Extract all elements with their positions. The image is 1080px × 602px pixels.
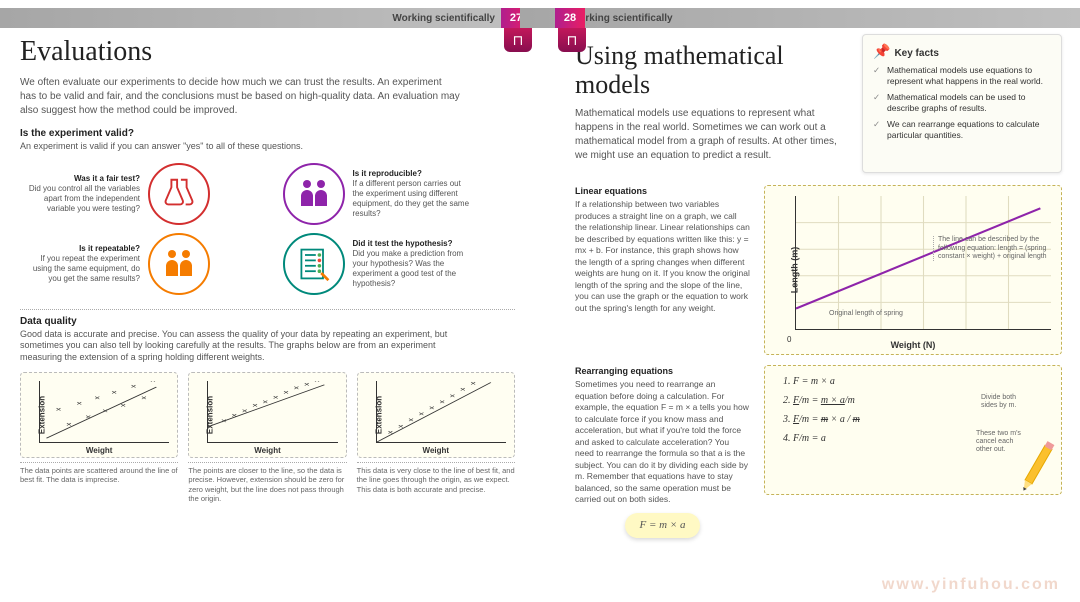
- header-label: Working scientifically: [392, 13, 495, 24]
- svg-text:×: ×: [66, 421, 72, 428]
- page-number: 28: [555, 8, 585, 28]
- rearranging-body: Sometimes you need to rearrange an equat…: [575, 379, 749, 504]
- svg-text:×: ×: [304, 381, 310, 388]
- valid-subtext: An experiment is valid if you can answer…: [20, 141, 515, 153]
- svg-text:×: ×: [242, 407, 248, 414]
- eval-hypothesis: Did it test the hypothesis?Did you make …: [283, 233, 516, 295]
- formula-pill: F = m × a: [625, 513, 699, 538]
- linear-chart: Length (m) Weight (N) 0 The line can be …: [764, 185, 1062, 355]
- x-axis-label: Weight (N): [891, 340, 936, 350]
- svg-text:×: ×: [273, 393, 279, 400]
- intro-text: We often evaluate our experiments to dec…: [20, 76, 460, 118]
- evaluation-grid: Was it a fair test?Did you control all t…: [20, 163, 515, 295]
- svg-text:×: ×: [232, 412, 238, 419]
- svg-text:×: ×: [314, 381, 320, 384]
- page-title: Using mathematical models: [575, 42, 850, 99]
- svg-text:×: ×: [221, 417, 227, 424]
- graph-row: ×××××××××××ExtensionWeight The data poin…: [20, 372, 515, 504]
- magnet-icon: ⊓: [558, 28, 586, 52]
- flask-icon: [148, 163, 210, 225]
- eval-fair-test: Was it a fair test?Did you control all t…: [20, 163, 253, 225]
- valid-heading: Is the experiment valid?: [20, 128, 515, 139]
- svg-text:×: ×: [387, 428, 393, 435]
- pin-icon: 📌: [873, 43, 890, 59]
- people-same-icon: [148, 233, 210, 295]
- svg-text:×: ×: [141, 394, 147, 401]
- svg-text:×: ×: [459, 386, 465, 393]
- page-header: Working scientifically 27 ⊓: [0, 8, 535, 28]
- svg-text:×: ×: [76, 399, 82, 406]
- chart-annotation-2: Original length of spring: [825, 310, 915, 318]
- magnet-icon: ⊓: [504, 28, 532, 52]
- graph-3: ××××××××××ExtensionWeight This data is v…: [357, 372, 515, 504]
- people-icon: [283, 163, 345, 225]
- header-label: Working scientifically: [570, 13, 673, 24]
- svg-text:×: ×: [470, 381, 476, 387]
- key-fact: Mathematical models can be used to descr…: [873, 92, 1051, 114]
- step-annot-1: Divide both sides by m.: [981, 394, 1031, 409]
- svg-text:×: ×: [397, 422, 403, 429]
- page-header: 28 Working scientifically ⊓: [555, 8, 1080, 28]
- graph-1: ×××××××××××ExtensionWeight The data poin…: [20, 372, 178, 504]
- svg-text:×: ×: [120, 402, 126, 409]
- rearranging-steps: F = m × a F/m = m × a/m F/m = m × a / m …: [764, 365, 1062, 495]
- svg-text:×: ×: [263, 398, 269, 405]
- key-fact: Mathematical models use equations to rep…: [873, 65, 1051, 87]
- svg-text:×: ×: [56, 406, 62, 413]
- svg-text:×: ×: [252, 402, 258, 409]
- graph-1-caption: The data points are scattered around the…: [20, 462, 178, 485]
- svg-text:×: ×: [408, 416, 414, 423]
- svg-text:×: ×: [131, 383, 137, 390]
- y-axis-label: Length (m): [789, 247, 799, 294]
- data-quality-heading: Data quality: [20, 316, 515, 327]
- svg-text:×: ×: [111, 389, 117, 396]
- graph-3-caption: This data is very close to the line of b…: [357, 462, 515, 494]
- svg-text:×: ×: [150, 381, 156, 384]
- data-quality-body: Good data is accurate and precise. You c…: [20, 329, 460, 364]
- linear-body: If a relationship between two variables …: [575, 199, 750, 312]
- svg-text:×: ×: [283, 389, 289, 396]
- svg-text:×: ×: [94, 394, 100, 401]
- intro-text: Mathematical models use equations to rep…: [575, 107, 850, 163]
- step: F = m × a: [793, 376, 1049, 387]
- eval-reproducible: Is it reproducible?If a different person…: [283, 163, 516, 225]
- watermark: www.yinfuhou.com: [882, 576, 1060, 594]
- svg-text:×: ×: [102, 407, 108, 414]
- key-fact: We can rearrange equations to calculate …: [873, 119, 1051, 141]
- step: F/m = m × a / m: [793, 414, 1049, 425]
- graph-2: ××××××××××ExtensionWeight The points are…: [188, 372, 346, 504]
- svg-text:×: ×: [418, 410, 424, 417]
- origin-label: 0: [787, 335, 791, 344]
- svg-text:×: ×: [439, 398, 445, 405]
- svg-text:×: ×: [294, 384, 300, 391]
- svg-text:×: ×: [85, 413, 91, 420]
- linear-heading: Linear equations: [575, 185, 750, 197]
- svg-text:×: ×: [480, 381, 486, 382]
- chart-annotation-1: The line can be described by the followi…: [933, 236, 1053, 261]
- key-facts-box: 📌Key facts Mathematical models use equat…: [862, 34, 1062, 173]
- graph-2-caption: The points are closer to the line, so th…: [188, 462, 346, 504]
- page-title: Evaluations: [20, 36, 515, 68]
- checklist-icon: [283, 233, 345, 295]
- svg-text:×: ×: [449, 392, 455, 399]
- svg-text:×: ×: [428, 404, 434, 411]
- eval-repeatable: Is it repeatable?If you repeat the exper…: [20, 233, 253, 295]
- rearranging-heading: Rearranging equations: [575, 365, 750, 377]
